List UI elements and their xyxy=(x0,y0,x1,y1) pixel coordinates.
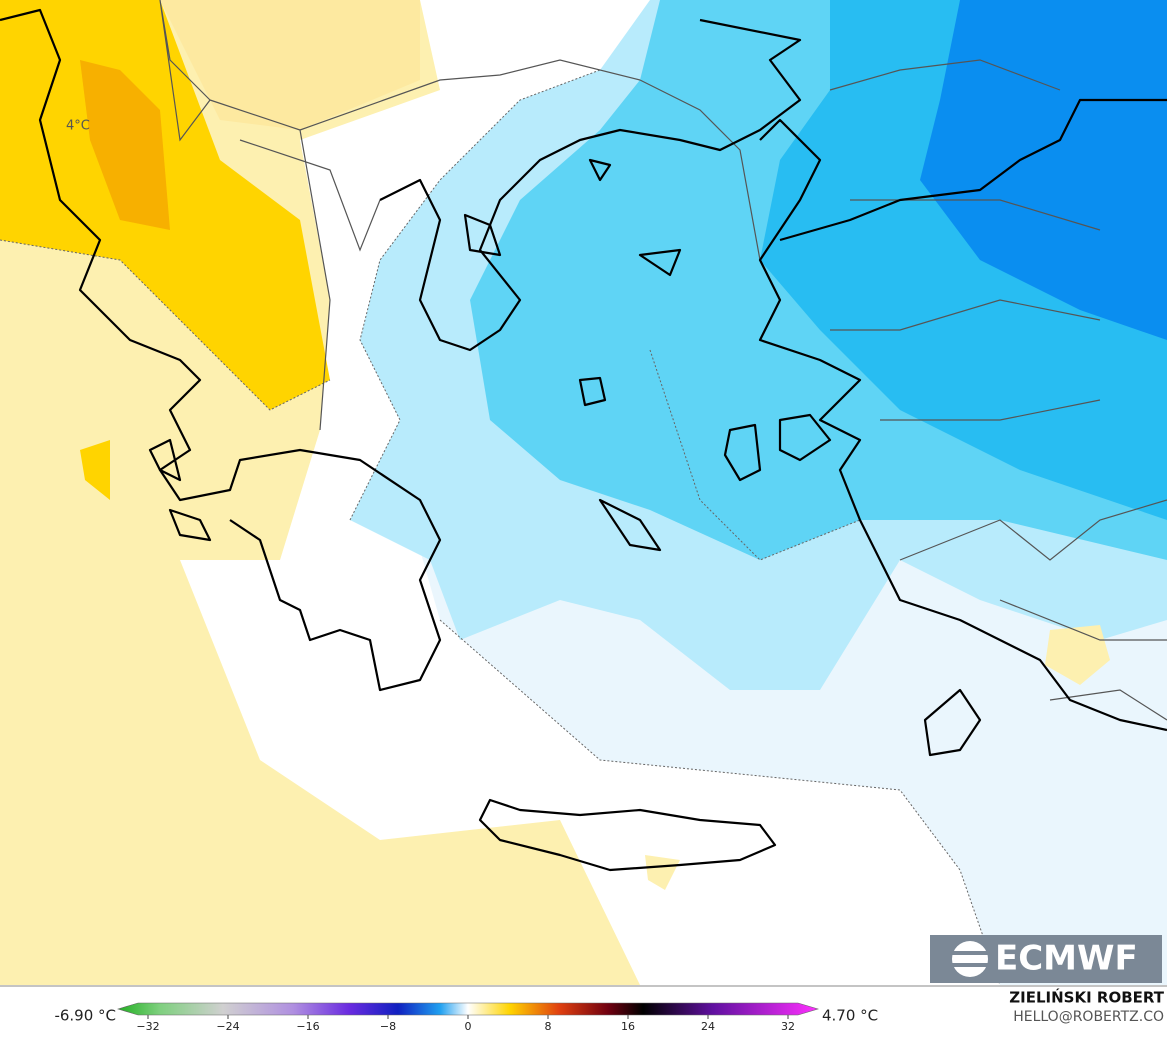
colorbar-scale xyxy=(116,1002,820,1016)
colorbar-tick-label: −8 xyxy=(380,1020,396,1033)
min-label: -6.90 °C xyxy=(54,1007,116,1025)
colorbar-tick-label: −16 xyxy=(296,1020,319,1033)
colorbar-tick-label: 24 xyxy=(701,1020,715,1033)
borders xyxy=(159,0,1167,721)
coastlines xyxy=(0,8,1167,872)
colorbar-tick-label: 32 xyxy=(781,1020,795,1033)
contour-label: 4°C xyxy=(66,119,90,134)
credit-email: HELLO@ROBERTZ.CO xyxy=(1013,1009,1164,1025)
logo-text: ECMWF xyxy=(995,939,1138,979)
credit-name: ZIELIŃSKI ROBERT xyxy=(1009,988,1164,1007)
logo-icon xyxy=(952,941,988,977)
colorbar-tick-label: 8 xyxy=(545,1020,552,1033)
colorbar-tick-label: 16 xyxy=(621,1020,635,1033)
logo-icon-lines xyxy=(952,951,988,967)
isotherms xyxy=(0,69,1001,986)
max-label: 4.70 °C xyxy=(822,1007,878,1025)
logo: ECMWF xyxy=(930,935,1162,983)
colorbar-tick-label: −32 xyxy=(136,1020,159,1033)
colorbar-tick-label: −24 xyxy=(216,1020,239,1033)
colorbar: -6.90 °C 4.70 °C −32 −24 −16 −8 0 8 16 24 32 xyxy=(54,1002,878,1033)
colorbar-tick-label: 0 xyxy=(465,1020,472,1033)
